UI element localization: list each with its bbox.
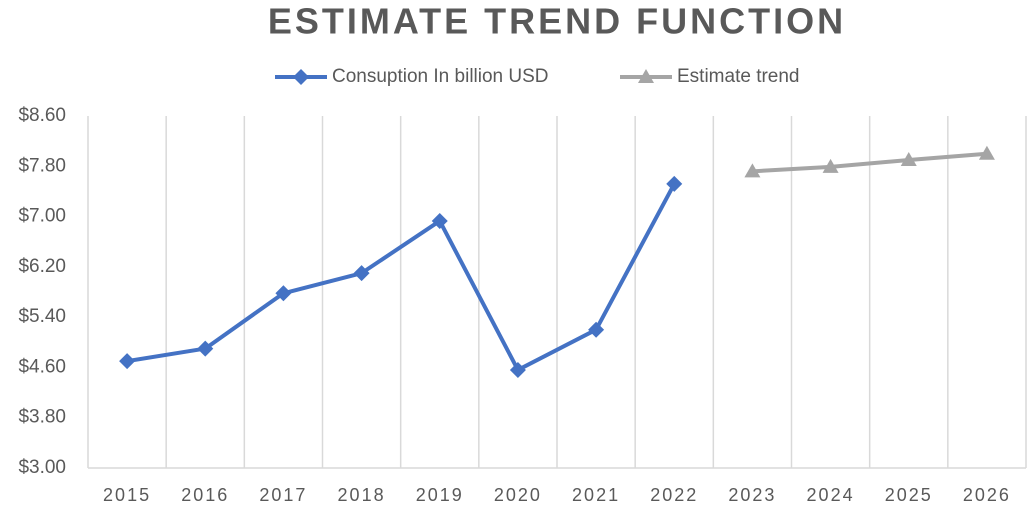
- y-tick-label: $6.20: [18, 256, 66, 277]
- x-tick-label: 2022: [650, 485, 698, 505]
- marker: [509, 361, 526, 378]
- x-tick-label: 2017: [259, 485, 307, 505]
- marker: [197, 340, 214, 357]
- marker: [431, 212, 448, 229]
- x-tick-label: 2015: [103, 485, 151, 505]
- marker: [900, 152, 917, 166]
- x-tick-label: 2026: [963, 485, 1011, 505]
- marker: [978, 145, 995, 160]
- y-tick-label: $3.80: [18, 407, 66, 428]
- legend-label: Estimate trend: [677, 66, 800, 87]
- line: [126, 182, 677, 372]
- x-tick-label: 2023: [728, 485, 776, 505]
- legend-marker: [638, 69, 654, 83]
- marker: [822, 158, 839, 173]
- marker: [666, 175, 683, 192]
- x-tick-label: 2020: [494, 485, 542, 505]
- x-tick-label: 2016: [181, 485, 229, 505]
- x-tick-label: 2021: [572, 485, 620, 505]
- marker: [588, 321, 605, 338]
- marker: [275, 285, 292, 302]
- line: [752, 151, 988, 174]
- marker: [353, 265, 370, 282]
- y-tick-label: $5.40: [18, 306, 66, 327]
- x-tick-label: 2019: [416, 485, 464, 505]
- marker: [744, 163, 761, 178]
- y-tick-label: $8.60: [18, 105, 66, 126]
- y-tick-label: $7.00: [18, 206, 66, 227]
- marker: [119, 353, 136, 370]
- legend-marker: [293, 69, 309, 85]
- chart-title: ESTIMATE TREND FUNCTION: [268, 1, 846, 42]
- y-tick-label: $4.60: [18, 356, 66, 377]
- y-tick-label: $7.80: [18, 155, 66, 176]
- y-tick-label: $3.00: [18, 457, 66, 478]
- legend-label: Consuption In billion USD: [332, 66, 549, 87]
- x-tick-label: 2024: [807, 485, 855, 505]
- x-tick-label: 2025: [885, 485, 933, 505]
- x-tick-label: 2018: [338, 485, 386, 505]
